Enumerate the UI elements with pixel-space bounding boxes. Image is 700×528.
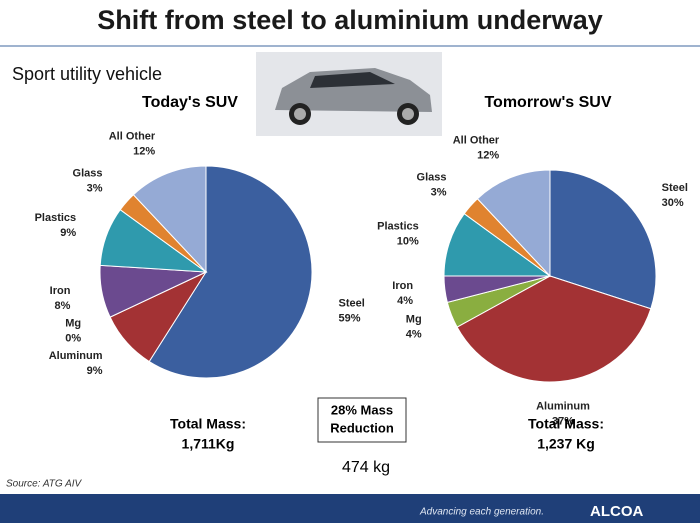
annotation: 1,711Kg bbox=[182, 436, 235, 452]
slice-label: All Other bbox=[453, 135, 500, 147]
slice-value: 10% bbox=[397, 235, 419, 247]
slice-label: Iron bbox=[50, 285, 71, 297]
slice-label: Mg bbox=[65, 318, 81, 330]
slice-value: 59% bbox=[339, 312, 361, 324]
car-image bbox=[256, 52, 442, 136]
slice-label: Aluminum bbox=[536, 400, 590, 412]
slice-value: 3% bbox=[87, 183, 103, 195]
slice-value: 4% bbox=[397, 295, 413, 307]
pie-slice bbox=[476, 169, 551, 278]
annotation: 1,237 Kg bbox=[537, 436, 595, 452]
slice-label: Glass bbox=[417, 172, 447, 184]
slice-label: Steel bbox=[662, 182, 688, 194]
slice-value: 12% bbox=[133, 146, 155, 158]
slice-label: Plastics bbox=[377, 220, 419, 232]
annotation: Total Mass: bbox=[528, 416, 604, 432]
difference: 474 kg bbox=[342, 459, 390, 476]
chart-title: Tomorrow's SUV bbox=[484, 94, 611, 111]
pie-slice bbox=[148, 165, 313, 379]
slice-label: Iron bbox=[392, 280, 413, 292]
slice-label: All Other bbox=[109, 131, 156, 143]
slice-label: Aluminum bbox=[49, 350, 103, 362]
slice-label: Glass bbox=[73, 168, 103, 180]
source: Source: ATG AIV bbox=[6, 479, 83, 490]
slice-value: 8% bbox=[55, 300, 71, 312]
slice-value: 12% bbox=[477, 150, 499, 162]
slice-value: 9% bbox=[60, 227, 76, 239]
brand: ALCOA bbox=[590, 503, 643, 520]
footer-text: Advancing each generation. bbox=[419, 507, 544, 518]
slide-title: Shift from steel to aluminium underway bbox=[97, 5, 603, 35]
slice-label: Steel bbox=[339, 297, 365, 309]
pie-slice bbox=[456, 275, 652, 383]
reduction-line: 28% Mass bbox=[331, 402, 393, 417]
slice-label: Plastics bbox=[35, 212, 77, 224]
reduction-line: Reduction bbox=[330, 420, 394, 435]
slice-value: 4% bbox=[406, 329, 422, 341]
slice-value: 30% bbox=[662, 197, 684, 209]
pie-slice bbox=[549, 169, 657, 310]
footer-band bbox=[0, 494, 700, 523]
slice-value: 9% bbox=[87, 365, 103, 377]
slice-value: 0% bbox=[65, 333, 81, 345]
slice-value: 37% bbox=[552, 415, 574, 427]
slice-value: 3% bbox=[431, 187, 447, 199]
reduction-box bbox=[317, 397, 407, 443]
slice-label: Mg bbox=[406, 314, 422, 326]
chart-title: Today's SUV bbox=[142, 94, 238, 111]
annotation: Total Mass: bbox=[170, 416, 246, 432]
pie-slice bbox=[132, 165, 207, 274]
subtitle: Sport utility vehicle bbox=[12, 64, 162, 84]
